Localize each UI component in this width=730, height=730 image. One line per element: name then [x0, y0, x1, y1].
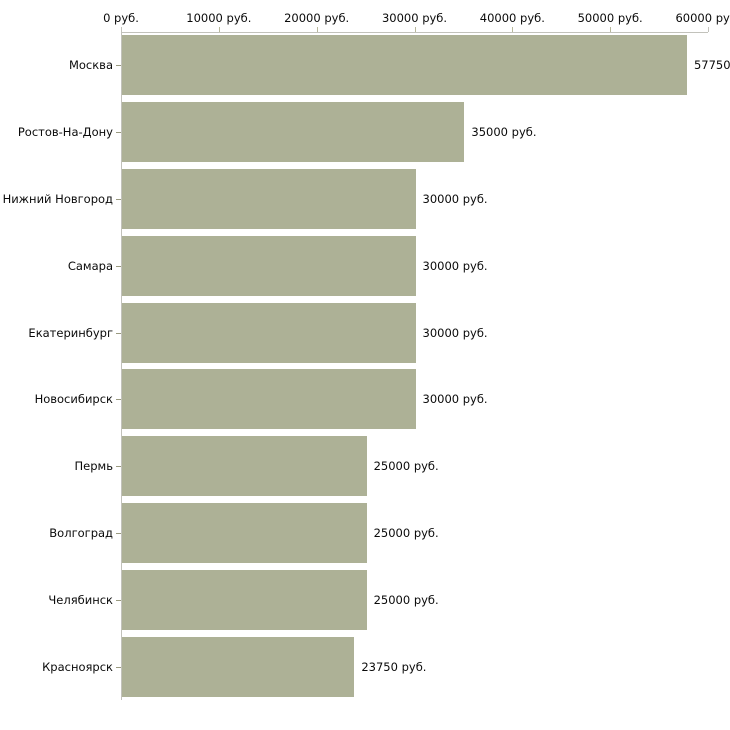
bar[interactable]	[122, 235, 416, 296]
bar-value-label: 30000 руб.	[422, 392, 488, 407]
x-axis-tick-label: 20000 руб.	[284, 11, 350, 25]
bar[interactable]	[122, 102, 465, 163]
x-axis-line	[121, 32, 708, 33]
y-axis-tick	[116, 132, 121, 133]
bar[interactable]	[122, 369, 416, 430]
x-axis-tick	[218, 27, 220, 32]
bar[interactable]	[122, 569, 367, 630]
y-axis-category-label: Новосибирск	[34, 392, 113, 407]
y-axis-tick	[116, 399, 121, 400]
x-axis-tick-label: 10000 руб.	[186, 11, 252, 25]
bar-value-label: 35000 руб.	[471, 125, 537, 140]
bar[interactable]	[122, 636, 355, 697]
x-axis-tick-label: 30000 руб.	[381, 11, 448, 25]
x-axis-tick	[610, 27, 612, 32]
x-axis-tick-label: 60000 руб.	[675, 11, 730, 25]
y-axis-category-label: Екатеринбург	[28, 325, 113, 340]
y-axis-tick	[116, 333, 121, 334]
bar-value-label: 25000 руб.	[373, 459, 439, 474]
bar[interactable]	[122, 169, 416, 229]
x-axis-tick	[414, 27, 416, 32]
y-axis-category-label: Москва	[68, 58, 113, 73]
y-axis-line	[121, 32, 122, 700]
y-axis-tick	[116, 466, 121, 467]
x-axis-tick-label: 0 руб.	[103, 11, 139, 25]
y-axis-category-label: Самара	[67, 258, 113, 273]
bar[interactable]	[122, 302, 416, 363]
y-axis-tick	[116, 266, 121, 267]
y-axis-tick	[116, 600, 121, 601]
y-axis-category-label: Пермь	[74, 459, 113, 474]
bar[interactable]	[122, 436, 367, 497]
bar-value-label: 23750 руб.	[361, 659, 427, 674]
y-axis-category-label: Волгоград	[49, 526, 113, 540]
y-axis-tick	[116, 667, 121, 668]
bar[interactable]	[122, 35, 687, 96]
bar-value-label: 25000 руб.	[373, 592, 439, 607]
bar-value-label: 30000 руб.	[422, 325, 488, 340]
y-axis-category-label: Красноярск	[42, 659, 113, 674]
bar-value-label: 25000 руб.	[373, 526, 439, 540]
x-axis-tick-label: 40000 руб.	[479, 11, 545, 25]
x-axis-tick	[708, 27, 709, 32]
x-axis-tick-label: 50000 руб.	[577, 11, 643, 25]
bar-value-label: 30000 руб.	[422, 258, 488, 273]
y-axis-tick	[116, 533, 121, 534]
bar-value-label: 57750 ру	[693, 58, 730, 73]
x-axis-tick	[316, 27, 318, 32]
y-axis-tick	[116, 199, 121, 200]
x-axis-tick	[121, 27, 122, 32]
x-axis-tick	[512, 27, 514, 32]
y-axis-category-label: Челябинск	[48, 592, 113, 607]
y-axis-tick	[116, 65, 121, 66]
y-axis-category-label: Нижний Новгород	[2, 192, 113, 206]
bar-value-label: 30000 руб.	[422, 192, 488, 206]
y-axis-category-label: Ростов-На-Дону	[17, 125, 113, 140]
bar[interactable]	[122, 503, 367, 563]
